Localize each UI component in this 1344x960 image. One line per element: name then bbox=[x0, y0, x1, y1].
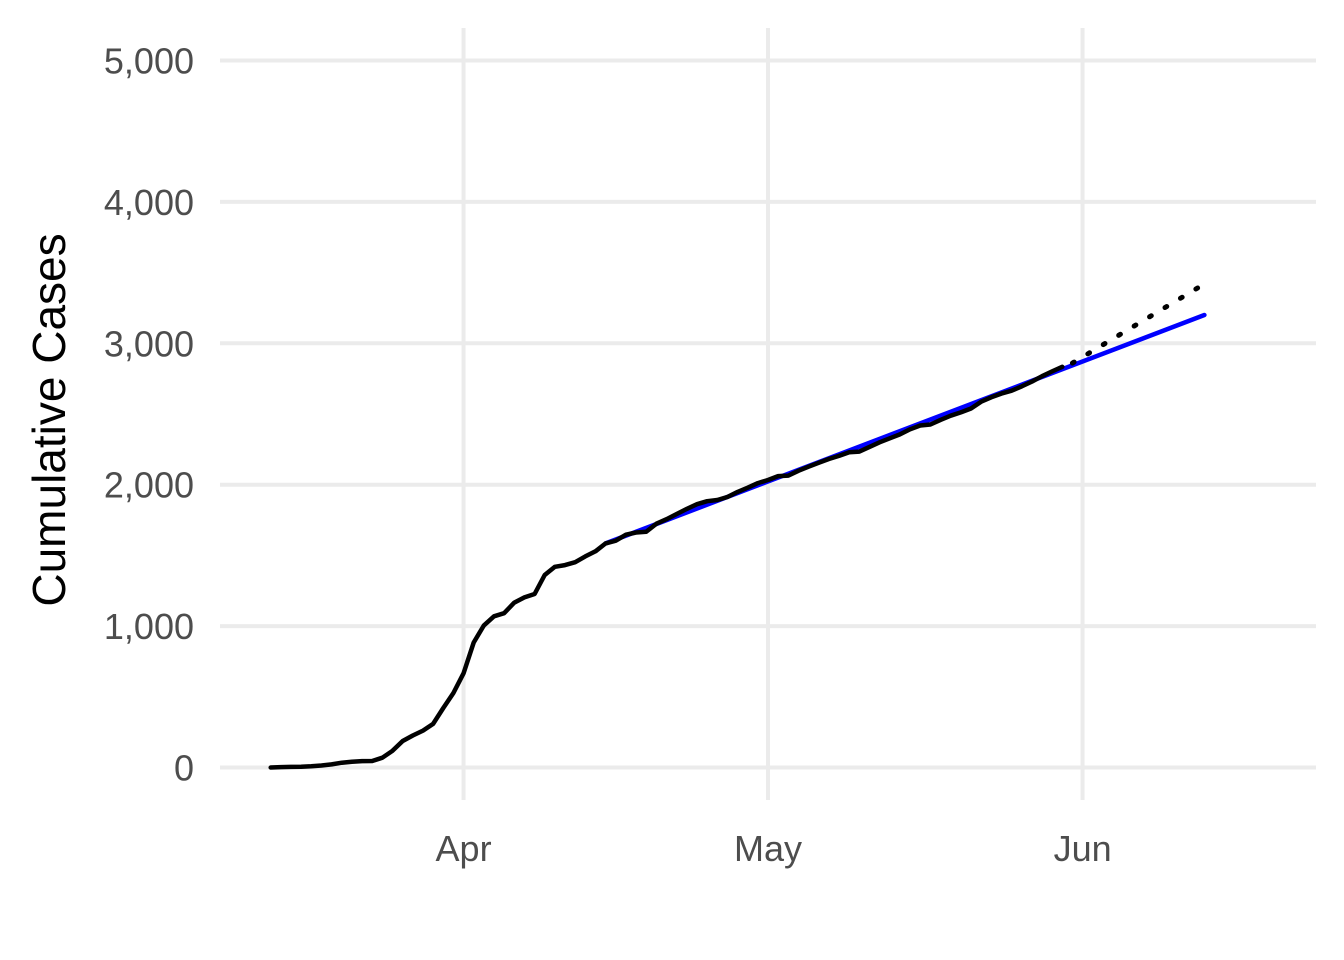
y-axis-title: Cumulative Cases bbox=[23, 233, 75, 606]
y-tick-label: 4,000 bbox=[104, 182, 194, 223]
series-line-0 bbox=[268, 364, 1065, 770]
gridlines bbox=[220, 28, 1316, 800]
series-line-1 bbox=[603, 312, 1207, 546]
y-tick-label: 3,000 bbox=[104, 323, 194, 364]
x-tick-label: Apr bbox=[436, 828, 492, 869]
y-tick-label: 1,000 bbox=[104, 606, 194, 647]
x-axis-ticks: Apr May Jun bbox=[436, 828, 1112, 869]
series-line-2 bbox=[1069, 281, 1207, 366]
y-tick-label: 0 bbox=[174, 747, 194, 788]
y-tick-label: 5,000 bbox=[104, 41, 194, 82]
y-axis-ticks: 0 1,000 2,000 3,000 4,000 5,000 bbox=[104, 41, 194, 789]
x-tick-label: Jun bbox=[1054, 828, 1112, 869]
x-tick-label: May bbox=[734, 828, 802, 869]
y-tick-label: 2,000 bbox=[104, 465, 194, 506]
series-lines bbox=[268, 281, 1207, 770]
